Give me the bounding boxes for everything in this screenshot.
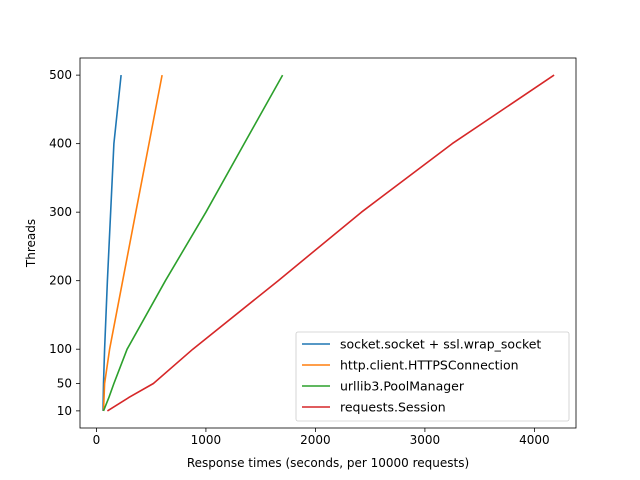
- legend-box: [295, 331, 570, 422]
- y-tick-label: 500: [49, 68, 72, 82]
- x-tick-label: 3000: [410, 433, 441, 447]
- y-tick-label: 300: [49, 205, 72, 219]
- y-tick-label: 200: [49, 274, 72, 288]
- legend-entries: socket.socket + ssl.wrap_socket http.clie…: [302, 337, 541, 415]
- y-tick-label: 400: [49, 137, 72, 151]
- plot-lines: [102, 74, 555, 412]
- x-tick-label: 4000: [519, 433, 550, 447]
- legend-label: socket.socket + ssl.wrap_socket: [340, 337, 541, 352]
- y-tick-label: 50: [57, 376, 72, 390]
- series-line-3: [106, 74, 555, 412]
- x-tick-label: 0: [93, 433, 101, 447]
- x-tick-label: 1000: [191, 433, 222, 447]
- series-line-0: [102, 75, 122, 411]
- legend: socket.socket + ssl.wrap_socket http.clie…: [295, 331, 570, 422]
- x-tick-label: 2000: [300, 433, 331, 447]
- y-tick-label: 10: [57, 404, 72, 418]
- y-axis-ticks: 10 50 100 200 300 400 500: [49, 68, 80, 418]
- legend-label: requests.Session: [340, 400, 446, 415]
- series-line-2: [102, 74, 284, 412]
- legend-label: urllib3.PoolManager: [340, 379, 465, 394]
- legend-label: http.client.HTTPSConnection: [340, 358, 519, 373]
- y-tick-label: 100: [49, 342, 72, 356]
- y-axis-label: Threads: [24, 219, 38, 268]
- x-axis-ticks: 0 1000 2000 3000 4000: [93, 428, 550, 447]
- plot-frame: [79, 57, 577, 429]
- x-axis-label: Response times (seconds, per 10000 reque…: [187, 456, 469, 470]
- series-line-1: [102, 74, 163, 411]
